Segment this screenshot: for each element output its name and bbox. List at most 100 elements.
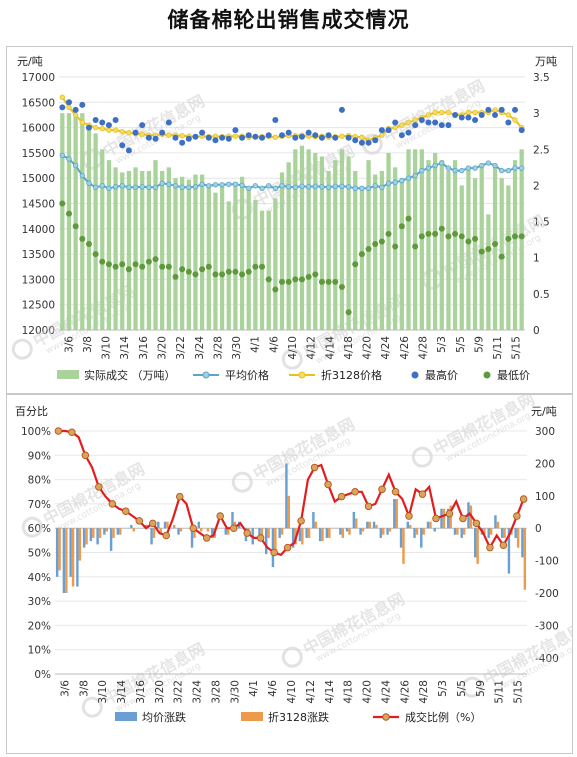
avg-change-bar xyxy=(62,528,66,593)
avg-price-point xyxy=(332,183,338,189)
price-3128-point xyxy=(392,124,398,131)
volume-bar xyxy=(226,201,231,330)
deal-ratio-point xyxy=(108,500,117,508)
watermark-logo xyxy=(361,133,383,155)
price-3128-point xyxy=(445,109,452,116)
high-price-point xyxy=(332,134,339,141)
low-price-point xyxy=(392,243,399,250)
deal-ratio-point xyxy=(216,512,224,520)
low-price-point xyxy=(159,263,166,270)
avg-price-point xyxy=(226,181,232,187)
x-tick-label: 4/6 xyxy=(268,336,280,353)
avg-price-point xyxy=(152,184,159,191)
high-price-point xyxy=(279,132,286,139)
low-price-point xyxy=(425,230,432,237)
high-price-point xyxy=(85,124,92,131)
low-price-point xyxy=(205,263,212,270)
avg-change-bar xyxy=(345,528,349,532)
avg-price-point xyxy=(379,184,385,191)
avg-price-point xyxy=(232,181,239,187)
deal-ratio-point xyxy=(270,548,278,557)
deal-ratio-point xyxy=(519,495,528,503)
high-price-point xyxy=(305,129,312,136)
volume-bar xyxy=(293,149,298,330)
avg-change-bar xyxy=(116,528,120,535)
volume-bar xyxy=(486,214,491,330)
3128-change-bar xyxy=(105,528,108,532)
deal-ratio-point xyxy=(364,502,373,511)
x-tick-label: 3/16 xyxy=(135,680,147,704)
y-left-tick-label: 13000 xyxy=(22,274,55,286)
3128-change-bar xyxy=(65,528,68,593)
3128-change-bar xyxy=(119,528,122,535)
volume-bar xyxy=(279,172,285,330)
x-tick-label: 3/10 xyxy=(101,336,113,360)
deal-ratio-point xyxy=(297,517,305,525)
low-price-point xyxy=(245,268,252,275)
low-price-point xyxy=(185,268,192,275)
bottom-chart-svg: 100% 90% 80% 70% 60% 50% 40% 30% 20% 10% 0% 300 200 1… xyxy=(15,395,572,724)
avg-change-bar xyxy=(190,528,194,548)
3128-change-bar xyxy=(314,521,318,529)
high-price-point xyxy=(245,132,252,139)
3128-change-bar xyxy=(78,528,82,561)
3128-change-bar xyxy=(58,528,61,571)
volume-bar xyxy=(140,170,145,330)
low-price-point xyxy=(179,266,186,273)
high-price-point xyxy=(139,122,146,129)
avg-price-point xyxy=(452,167,458,174)
3128-change-bar xyxy=(71,528,75,587)
avg-price-point xyxy=(112,184,119,190)
low-price-point xyxy=(458,233,465,240)
deal-ratio-point xyxy=(513,512,521,520)
watermark-logo xyxy=(81,696,103,718)
volume-bar xyxy=(266,210,271,330)
3128-change-bar xyxy=(193,528,196,538)
avg-price-point xyxy=(199,181,205,187)
low-price-point xyxy=(412,243,419,250)
low-price-point xyxy=(65,210,72,217)
high-price-point xyxy=(485,106,492,113)
high-price-point xyxy=(345,134,352,141)
volume-bar xyxy=(432,152,438,330)
y-left-tick-label: 80% xyxy=(28,475,51,487)
deal-ratio-point xyxy=(337,492,346,501)
low-price-point xyxy=(125,266,132,273)
y-right-tick-label: 100 xyxy=(535,491,555,503)
avg-price-point xyxy=(512,165,518,171)
low-price-point xyxy=(259,263,266,270)
avg-change-bar xyxy=(447,508,450,529)
low-price-point xyxy=(518,233,525,240)
low-price-point xyxy=(418,233,425,240)
avg-price-line xyxy=(61,154,522,190)
volume-bar xyxy=(426,160,431,330)
y-right-tick-label: 1 xyxy=(533,253,540,265)
price-3128-point xyxy=(79,119,85,126)
price-3128-point xyxy=(465,109,472,116)
low-price-point xyxy=(252,263,259,270)
x-tick-label: 4/26 xyxy=(399,336,411,360)
low-price-point xyxy=(139,263,146,270)
avg-price-point xyxy=(159,180,165,186)
watermark-logo xyxy=(461,676,483,698)
volume-bar xyxy=(193,174,198,330)
y-left-tick-label: 12500 xyxy=(22,300,55,312)
volume-bar xyxy=(446,170,451,330)
x-tick-label: 3/30 xyxy=(231,336,243,360)
legend-swatch-high xyxy=(411,371,419,379)
volume-bar xyxy=(100,149,105,330)
x-tick-label: 3/6 xyxy=(63,336,75,353)
3128-change-bar xyxy=(503,528,506,538)
deal-ratio-point xyxy=(499,541,508,549)
3128-change-bar xyxy=(483,528,486,535)
low-price-point xyxy=(438,225,445,232)
legend-label: 折3128价格 xyxy=(321,368,382,382)
price-3128-point xyxy=(405,119,412,126)
avg-price-point xyxy=(186,184,192,191)
avg-price-point xyxy=(305,184,312,190)
3128-change-bar xyxy=(260,528,264,538)
avg-price-point xyxy=(412,172,418,179)
low-price-point xyxy=(365,246,372,253)
y-left-tick-label: 0% xyxy=(34,669,51,681)
high-price-point xyxy=(312,132,319,139)
